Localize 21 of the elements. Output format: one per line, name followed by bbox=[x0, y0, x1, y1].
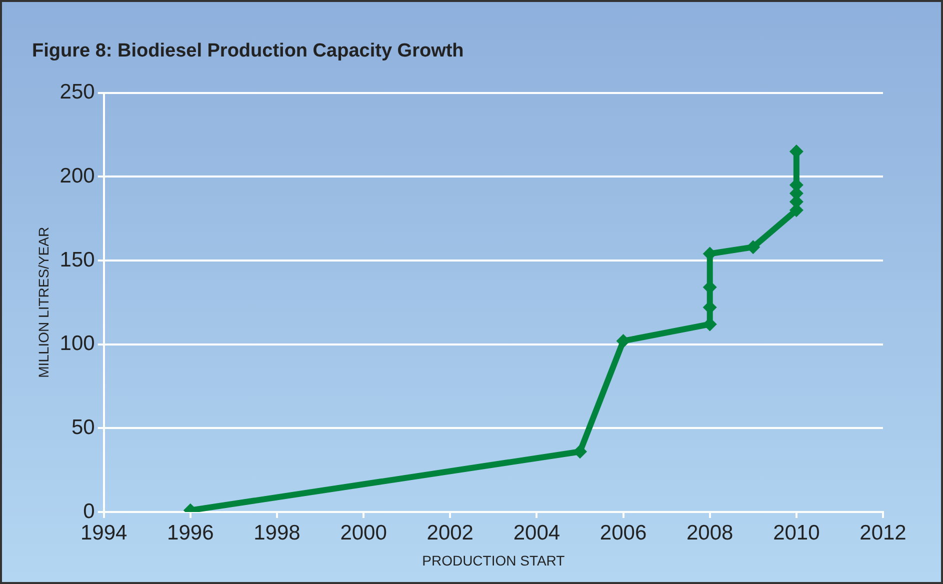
x-tick-label: 2002 bbox=[426, 521, 474, 544]
point bbox=[746, 240, 760, 254]
x-tick-label: 2004 bbox=[513, 521, 560, 544]
x-tick-label: 2006 bbox=[600, 521, 647, 544]
x-tick-label: 1996 bbox=[167, 521, 214, 544]
x-tick-label: 1994 bbox=[80, 521, 128, 544]
y-tick-label: 100 bbox=[60, 332, 95, 356]
x-axis-title: PRODUCTION START bbox=[422, 552, 566, 568]
y-axis-title: MILLION LITRES/YEAR bbox=[35, 226, 52, 378]
x-tick-label: 2012 bbox=[860, 521, 906, 544]
x-tick-label: 1998 bbox=[254, 521, 300, 544]
x-tick-label: 2010 bbox=[773, 521, 820, 544]
point bbox=[616, 334, 630, 348]
x-tick-label: 2008 bbox=[686, 521, 734, 544]
x-tick-label: 2000 bbox=[340, 521, 387, 544]
chart-title: Figure 8: Biodiesel Production Capacity Growth bbox=[32, 40, 464, 62]
y-tick-label: 0 bbox=[83, 500, 95, 523]
y-tick-label: 150 bbox=[60, 248, 95, 272]
y-tick-label: 200 bbox=[60, 164, 95, 188]
y-tick-label: 250 bbox=[60, 80, 95, 104]
y-tick-label: 50 bbox=[71, 416, 95, 439]
